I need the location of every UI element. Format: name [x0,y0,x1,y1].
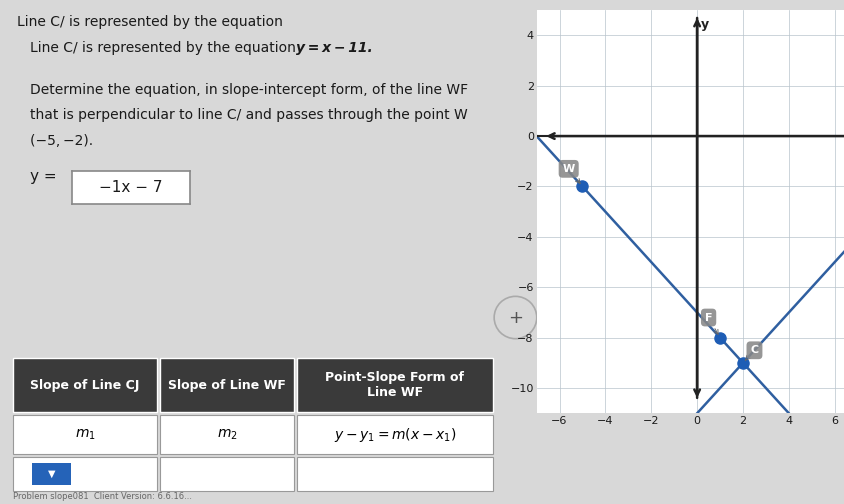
Text: Point-Slope Form of
Line WF: Point-Slope Form of Line WF [325,371,464,399]
Text: F: F [704,312,717,334]
Bar [160,457,295,491]
Bar [13,358,157,412]
Text: +: + [507,308,522,327]
Text: W: W [562,164,579,183]
Text: y =: y = [30,169,61,184]
Text: C: C [744,345,758,360]
Text: that is perpendicular to line C/ and passes through the point W: that is perpendicular to line C/ and pas… [30,108,467,122]
Text: $m_1$: $m_1$ [74,427,95,442]
Bar [160,415,295,455]
Text: y = x − 11.: y = x − 11. [295,41,372,55]
Text: Determine the equation, in slope-intercept form, of the line WF: Determine the equation, in slope-interce… [30,83,467,97]
Text: $y - y_1 = m(x - x_1)$: $y - y_1 = m(x - x_1)$ [333,426,456,444]
Bar [160,358,295,412]
Text: Problem slope081  Client Version: 6.6.16...: Problem slope081 Client Version: 6.6.16.… [13,492,192,501]
Text: Slope of Line CJ: Slope of Line CJ [30,379,139,392]
Text: Line C/ is represented by the equation y = x − 11.: Line C/ is represented by the equation y… [17,15,360,29]
Bar [296,358,492,412]
Text: $m_2$: $m_2$ [216,427,237,442]
Bar [13,457,157,491]
Text: y: y [700,18,708,31]
Text: Line C/ is represented by the equation: Line C/ is represented by the equation [17,15,287,29]
Text: Slope of Line WF: Slope of Line WF [168,379,285,392]
Bar [13,415,157,455]
Bar [32,463,72,485]
Text: (−5, −2).: (−5, −2). [30,134,93,148]
Bar [296,415,492,455]
Text: ▼: ▼ [48,469,56,479]
Text: Line C/ is represented by the equation: Line C/ is represented by the equation [30,41,300,55]
Circle shape [494,296,536,339]
Text: −1x − 7: −1x − 7 [99,180,163,195]
Bar [296,457,492,491]
